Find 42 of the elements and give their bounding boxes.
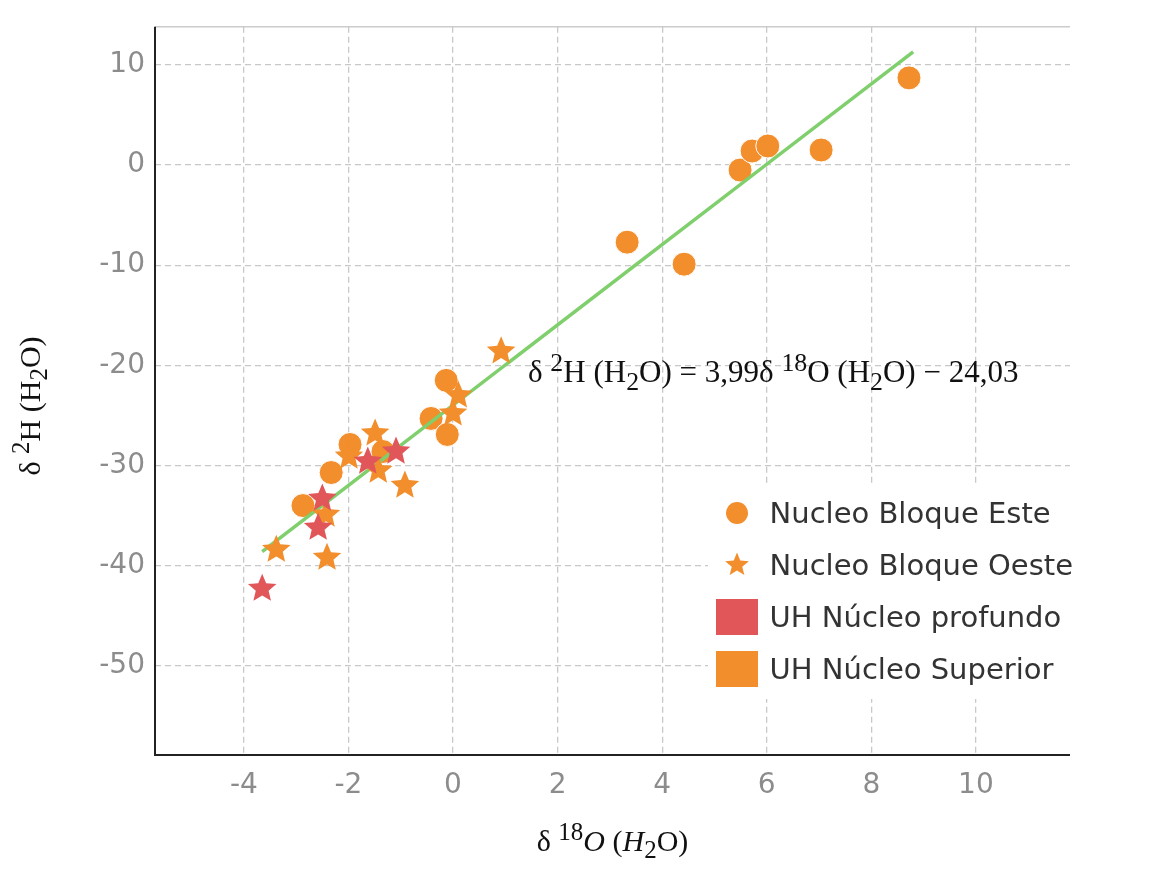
point	[896, 65, 922, 91]
point	[353, 446, 383, 474]
point	[808, 137, 834, 163]
y-tick-label: -50	[99, 647, 145, 681]
y-tick-label: -10	[99, 246, 145, 280]
point	[390, 470, 420, 498]
point	[433, 367, 459, 393]
point	[614, 229, 640, 255]
point	[727, 157, 753, 183]
x-tick-label: 6	[757, 767, 776, 801]
legend-label: Nucleo Bloque Este	[769, 496, 1051, 530]
point	[360, 418, 390, 446]
x-tick-label: 2	[548, 767, 567, 801]
point	[308, 483, 337, 511]
point	[486, 336, 516, 364]
x-tick-label: -4	[229, 767, 258, 801]
point	[303, 512, 333, 540]
point	[443, 380, 473, 408]
point	[755, 133, 781, 159]
x-tick-label: -2	[334, 767, 363, 801]
x-tick-label: 8	[862, 767, 881, 801]
y-tick-label: -20	[99, 346, 145, 380]
point	[318, 460, 344, 486]
point	[671, 251, 697, 277]
text: δ $^{2}$H (H$_{2}$O) = 3,99δ $^{18}$O (H$_{2}$O) − 24,03	[528, 348, 1019, 396]
legend-label: UH Núcleo Superior	[769, 652, 1054, 686]
point	[434, 421, 460, 447]
point	[290, 493, 316, 519]
y-tick-label: 0	[127, 146, 145, 180]
x-tick-label: 4	[653, 767, 672, 801]
point	[247, 573, 277, 601]
x-tick-label: 10	[958, 767, 994, 801]
x-tick-label: 0	[444, 767, 462, 801]
point	[312, 542, 342, 570]
y-tick-label: -40	[99, 546, 145, 580]
point	[381, 436, 411, 464]
legend-label: UH Núcleo profundo	[769, 600, 1062, 634]
legend-label: Nucleo Bloque Oeste	[769, 548, 1073, 582]
y-tick-label: 10	[109, 46, 145, 80]
point	[262, 534, 291, 562]
y-tick-label: -30	[99, 446, 145, 480]
x-axis-title: δ $^{18}$O (H$_{2}$O)	[535, 818, 690, 864]
